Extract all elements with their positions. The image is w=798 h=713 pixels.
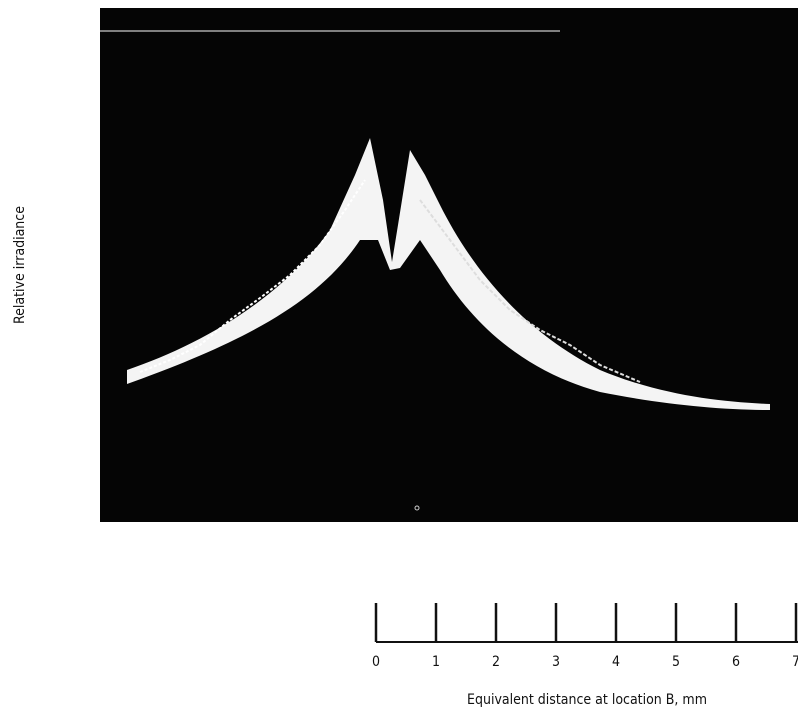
x-axis-label: Equivalent distance at location B, mm [467, 692, 707, 708]
x-tick-label: 0 [372, 654, 380, 670]
trace [127, 138, 770, 511]
x-tick-label: 5 [672, 654, 680, 670]
x-tick-label: 6 [732, 654, 740, 670]
speck [414, 505, 420, 511]
x-tick-label: 1 [432, 654, 440, 670]
x-tick-label: 3 [552, 654, 560, 670]
x-tick-label: 2 [492, 654, 500, 670]
trace-noise [139, 179, 366, 373]
x-tick-label: 7 [792, 654, 798, 670]
trace-noise [419, 199, 641, 383]
x-tick-label: 4 [612, 654, 620, 670]
y-axis-label: Relative irradiance [12, 206, 28, 324]
trace-band [127, 138, 770, 410]
